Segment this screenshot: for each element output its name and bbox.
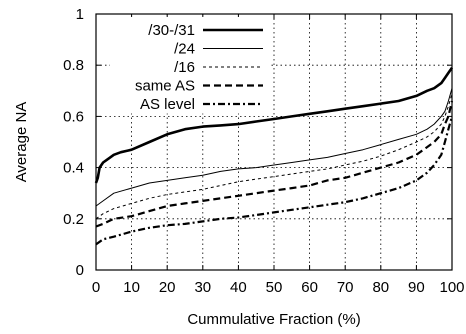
y-tick-label: 0.6 xyxy=(63,108,84,125)
x-axis-label: Cummulative Fraction (%) xyxy=(187,311,360,328)
y-tick-label: 0.8 xyxy=(63,57,84,74)
x-tick-label: 60 xyxy=(301,279,318,296)
legend-label: same AS xyxy=(135,78,195,95)
legend-label: /30-/31 xyxy=(148,22,195,39)
y-tick-label: 1 xyxy=(76,6,84,23)
y-tick-label: 0.2 xyxy=(63,211,84,228)
legend-background xyxy=(110,17,270,114)
series-line-0 xyxy=(94,67,454,184)
x-tick-label: 80 xyxy=(372,279,389,296)
x-tick-label: 30 xyxy=(194,279,211,296)
x-tick-label: 100 xyxy=(439,279,464,296)
legend-label: /24 xyxy=(174,41,195,58)
y-axis-label: Average NA xyxy=(13,102,30,183)
x-tick-label: 0 xyxy=(92,279,100,296)
y-tick-label: 0.4 xyxy=(63,160,84,177)
legend-label: AS level xyxy=(140,96,195,113)
series-line-1 xyxy=(95,88,453,207)
plot-series xyxy=(94,67,454,246)
x-tick-label: 90 xyxy=(408,279,425,296)
x-tick-label: 20 xyxy=(159,279,176,296)
axis-ticks: 0 10 20 30 40 50 60 70 80 90 100 0 0.2 0.4 0.6 0.8 1 xyxy=(63,6,464,296)
x-tick-label: 10 xyxy=(123,279,140,296)
legend-label: /16 xyxy=(174,59,195,76)
y-tick-label: 0 xyxy=(76,262,84,279)
series-line-3 xyxy=(95,100,454,228)
x-tick-label: 70 xyxy=(337,279,354,296)
x-tick-label: 50 xyxy=(266,279,283,296)
series-line-2 xyxy=(95,93,453,220)
series-line-4 xyxy=(95,116,454,246)
x-tick-label: 40 xyxy=(230,279,247,296)
